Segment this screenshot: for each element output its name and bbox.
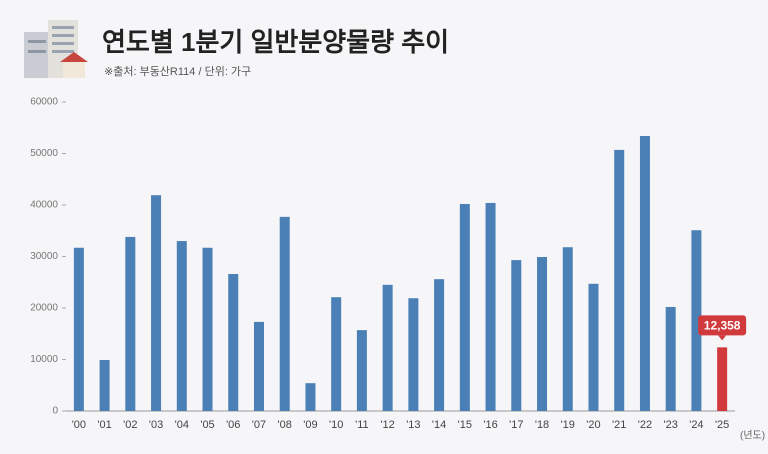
bar (305, 383, 316, 411)
bar (691, 230, 702, 411)
chart-subtitle: ※출처: 부동산R114 / 단위: 가구 (104, 65, 251, 78)
x-tick-label: '05 (200, 419, 214, 431)
x-tick-label: '17 (509, 419, 523, 431)
value-label-box (698, 315, 747, 336)
x-tick-label: '15 (458, 419, 472, 431)
x-tick-label: '10 (329, 419, 343, 431)
x-tick-label: '16 (483, 419, 497, 431)
bar (73, 247, 84, 411)
x-tick-label: '06 (226, 419, 240, 431)
value-label: 12,358 (704, 319, 741, 333)
bar (202, 247, 213, 411)
bar (665, 306, 676, 411)
x-tick-label: '24 (689, 419, 703, 431)
x-unit: (년도) (740, 430, 765, 442)
bar (639, 135, 650, 412)
x-tick-label: '18 (535, 419, 549, 431)
x-tick-label: '23 (664, 419, 678, 431)
bar (125, 236, 136, 411)
x-tick-label: '04 (175, 419, 189, 431)
x-tick-label: '09 (303, 419, 317, 431)
x-tick-label: '11 (355, 419, 369, 431)
bar (459, 203, 470, 411)
x-tick-label: '12 (380, 419, 394, 431)
x-tick-label: '02 (123, 419, 137, 431)
bar (485, 202, 496, 411)
y-tick-label: 30000 (30, 251, 58, 262)
bar (588, 283, 599, 411)
bar (537, 257, 548, 411)
value-label-pointer (718, 335, 727, 341)
bar (279, 216, 290, 411)
x-tick-label: '25 (715, 419, 729, 431)
x-tick-label: '21 (612, 419, 626, 431)
chart-title: 연도별 1분기 일반분양물량 추이 (102, 27, 449, 57)
x-tick-label: '20 (586, 419, 600, 431)
bar (408, 298, 419, 411)
bar (717, 347, 728, 411)
bar (614, 149, 625, 411)
x-tick-label: '01 (97, 419, 111, 431)
x-tick-label: '13 (406, 419, 420, 431)
bar (356, 330, 367, 411)
y-tick-label: 10000 (30, 354, 58, 365)
building-icon (24, 20, 88, 78)
bar (382, 284, 393, 411)
bar (562, 247, 573, 411)
bar (253, 321, 264, 411)
y-tick-label: 20000 (30, 303, 58, 314)
y-tick-label: 50000 (30, 148, 58, 159)
bar (434, 279, 445, 411)
x-tick-label: '19 (561, 419, 575, 431)
x-tick-label: '08 (278, 419, 292, 431)
bar (151, 195, 162, 411)
x-tick-label: '14 (432, 419, 446, 431)
x-tick-label: '00 (72, 419, 86, 431)
bar (176, 241, 187, 411)
bar (228, 274, 239, 411)
y-tick-label: 40000 (30, 200, 58, 211)
y-tick-label: 0 (52, 406, 58, 417)
y-tick-label: 60000 (30, 97, 58, 108)
bar (511, 260, 522, 411)
x-tick-label: '03 (149, 419, 163, 431)
x-tick-label: '07 (252, 419, 266, 431)
bar (331, 297, 342, 411)
x-tick-label: '22 (638, 419, 652, 431)
bar (99, 360, 110, 411)
